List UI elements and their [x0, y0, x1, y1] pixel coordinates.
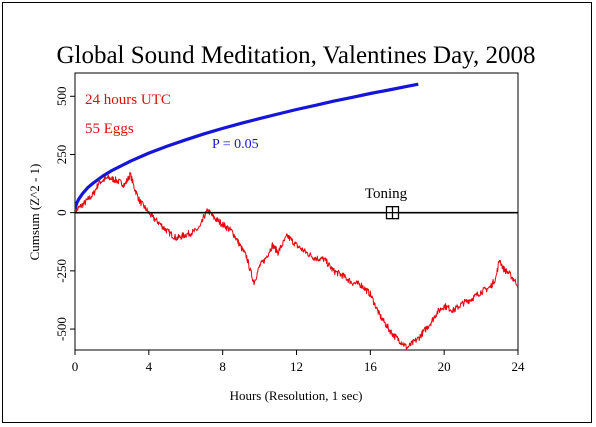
annotation-toning: Toning [365, 186, 408, 202]
y-tick-label: -250 [54, 259, 69, 283]
annotation-p-value: P = 0.05 [212, 137, 259, 152]
x-axis-label: Hours (Resolution, 1 sec) [230, 388, 363, 403]
event-marker [385, 206, 400, 220]
y-axis-label: Cumsum (Z^2 - 1) [27, 164, 42, 261]
x-tick-label: 0 [72, 359, 79, 374]
x-tick-label: 4 [146, 359, 153, 374]
x-axis: 0 4 8 12 16 20 24 [72, 350, 525, 374]
y-tick-label: 0 [54, 209, 69, 216]
chart-title: Global Sound Meditation, Valentines Day,… [56, 42, 535, 69]
series-layer [75, 82, 518, 350]
y-axis: -500 -250 0 250 500 [54, 87, 75, 341]
series-p-0-05 [75, 82, 419, 213]
x-tick-label: 8 [219, 359, 226, 374]
x-tick-label: 16 [364, 359, 378, 374]
y-tick-label: -500 [54, 317, 69, 341]
annotation-hours: 24 hours UTC [85, 92, 171, 108]
plot-area [74, 72, 519, 351]
chart-frame [2, 2, 592, 423]
y-tick-label: 500 [54, 87, 69, 107]
x-tick-label: 20 [438, 359, 451, 374]
series-cumsum [75, 171, 518, 350]
x-tick-label: 12 [290, 359, 303, 374]
annotation-eggs: 55 Eggs [85, 121, 134, 137]
x-tick-label: 24 [512, 359, 526, 374]
y-tick-label: 250 [54, 145, 69, 165]
